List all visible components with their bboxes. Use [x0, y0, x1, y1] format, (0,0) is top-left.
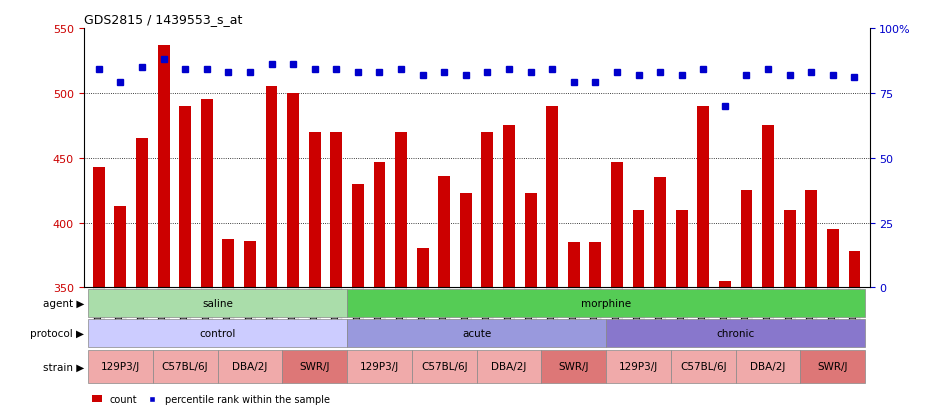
Bar	[153, 350, 218, 383]
Text: acute: acute	[462, 328, 491, 339]
Bar	[719, 281, 731, 287]
Bar	[606, 319, 865, 348]
Text: agent ▶: agent ▶	[43, 298, 84, 308]
Text: SWR/J: SWR/J	[817, 361, 848, 371]
Bar	[438, 176, 450, 287]
Bar	[412, 350, 476, 383]
Bar	[330, 133, 342, 287]
Text: SWR/J: SWR/J	[299, 361, 330, 371]
Legend: count, percentile rank within the sample: count, percentile rank within the sample	[88, 390, 334, 408]
Bar	[541, 350, 606, 383]
Bar	[590, 242, 602, 287]
Text: C57BL/6J: C57BL/6J	[421, 361, 468, 371]
Bar	[374, 162, 385, 287]
Text: SWR/J: SWR/J	[559, 361, 589, 371]
Bar	[93, 167, 105, 287]
Bar	[266, 87, 277, 287]
Bar	[244, 241, 256, 287]
Bar	[632, 210, 644, 287]
Bar	[698, 107, 710, 287]
Text: C57BL/6J: C57BL/6J	[680, 361, 726, 371]
Bar	[309, 133, 321, 287]
Text: strain ▶: strain ▶	[43, 361, 84, 371]
Text: saline: saline	[202, 298, 233, 308]
Bar	[287, 94, 299, 287]
Text: 129P3/J: 129P3/J	[360, 361, 399, 371]
Bar	[740, 191, 752, 287]
Bar	[347, 289, 865, 317]
Bar	[222, 240, 234, 287]
Text: DBA/2J: DBA/2J	[232, 361, 268, 371]
Bar	[283, 350, 347, 383]
Bar	[482, 133, 493, 287]
Bar	[827, 230, 839, 287]
Bar	[158, 46, 169, 287]
Text: GDS2815 / 1439553_s_at: GDS2815 / 1439553_s_at	[84, 13, 242, 26]
Bar	[179, 107, 191, 287]
Bar	[525, 193, 537, 287]
Text: chronic: chronic	[717, 328, 755, 339]
Bar	[460, 193, 472, 287]
Text: C57BL/6J: C57BL/6J	[162, 361, 208, 371]
Bar	[88, 289, 347, 317]
Bar	[347, 319, 606, 348]
Text: control: control	[199, 328, 235, 339]
Text: 129P3/J: 129P3/J	[619, 361, 658, 371]
Text: 129P3/J: 129P3/J	[100, 361, 140, 371]
Bar	[201, 100, 213, 287]
Bar	[476, 350, 541, 383]
Bar	[805, 191, 817, 287]
Bar	[801, 350, 865, 383]
Text: protocol ▶: protocol ▶	[30, 328, 84, 339]
Bar	[736, 350, 801, 383]
Bar	[784, 210, 795, 287]
Bar	[654, 178, 666, 287]
Bar	[417, 249, 429, 287]
Bar	[88, 319, 347, 348]
Bar	[546, 107, 558, 287]
Bar	[395, 133, 407, 287]
Bar	[352, 184, 364, 287]
Bar	[611, 162, 623, 287]
Bar	[848, 252, 860, 287]
Bar	[88, 350, 153, 383]
Bar	[763, 126, 774, 287]
Bar	[568, 242, 579, 287]
Bar	[218, 350, 283, 383]
Text: DBA/2J: DBA/2J	[751, 361, 786, 371]
Text: DBA/2J: DBA/2J	[491, 361, 526, 371]
Bar	[114, 206, 126, 287]
Bar	[671, 350, 736, 383]
Bar	[347, 350, 412, 383]
Text: morphine: morphine	[581, 298, 631, 308]
Bar	[676, 210, 687, 287]
Bar	[136, 139, 148, 287]
Bar	[503, 126, 515, 287]
Bar	[606, 350, 671, 383]
